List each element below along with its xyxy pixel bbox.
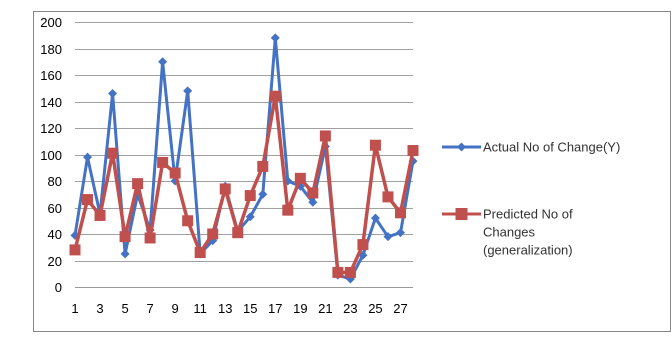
legend-entry: Actual No of Change(Y) [442,140,620,155]
x-tick-label: 11 [193,301,207,316]
legend-label: Changes [483,225,536,240]
data-point [207,228,219,240]
data-point [94,209,106,221]
data-point [319,130,331,142]
data-point [144,232,156,244]
x-tick-label: 3 [96,301,103,316]
data-point [307,187,319,199]
data-point [257,160,269,172]
y-tick-label: 140 [40,95,62,110]
data-point [382,191,394,203]
data-point [394,207,406,219]
data-point [344,266,356,278]
data-point [332,266,344,278]
x-tick-label: 1 [71,301,78,316]
data-point [132,178,144,190]
x-axis-ticks: 1 3 5 7 9 11 13 15 17 19 21 23 25 27 [71,301,407,316]
legend-marker [455,208,468,220]
data-point [119,231,131,243]
data-point [107,147,119,159]
legend-entry: Predicted No of Changes (generalization) [442,207,573,258]
y-axis-ticks: 0 20 40 60 80 100 120 140 160 180 200 [40,15,62,295]
x-tick-label: 9 [172,301,179,316]
data-point [219,183,231,195]
y-tick-label: 0 [55,280,62,295]
data-point [357,239,369,251]
x-tick-label: 13 [218,301,232,316]
data-point [69,244,81,256]
legend-marker [457,142,466,152]
y-tick-label: 200 [40,15,62,30]
data-point [183,86,193,96]
y-tick-label: 100 [40,148,62,163]
data-point [120,249,130,259]
x-tick-label: 25 [368,301,382,316]
legend-label: Actual No of Change(Y) [483,140,620,155]
grid-lines [75,22,413,288]
y-tick-label: 60 [48,201,62,216]
series-predicted [69,90,419,278]
data-point [232,227,244,239]
series-line [73,36,415,281]
data-point [407,145,419,157]
y-tick-label: 160 [40,68,62,83]
data-point [194,247,206,259]
series-line [73,94,415,275]
data-point [294,172,306,184]
data-point [370,213,380,223]
x-tick-label: 7 [146,301,153,316]
x-tick-label: 15 [243,301,257,316]
data-point [282,204,294,216]
y-tick-label: 180 [40,42,62,57]
data-point [157,156,169,168]
x-tick-label: 27 [393,301,407,316]
chart-frame [33,11,671,332]
data-point [269,90,281,102]
data-point [245,212,255,222]
x-tick-label: 5 [121,301,128,316]
x-tick-label: 21 [318,301,332,316]
y-tick-label: 40 [48,227,62,242]
legend-label: (generalization) [483,243,573,258]
data-point [108,89,118,99]
data-point [169,167,181,179]
data-point [82,194,94,206]
series-layer [69,33,419,284]
data-point [83,152,93,162]
legend-label: Predicted No of [483,207,573,222]
data-point [383,232,393,242]
x-tick-label: 23 [343,301,357,316]
data-point [395,228,405,238]
data-point [369,139,381,151]
data-point [308,197,318,207]
data-point [158,57,168,67]
data-point [244,190,256,202]
data-point [258,189,268,199]
x-tick-label: 17 [268,301,282,316]
data-point [270,33,280,43]
y-tick-label: 120 [40,121,62,136]
data-point [182,215,194,227]
y-tick-label: 80 [48,174,62,189]
legend: Actual No of Change(Y) Predicted No of Cha… [442,140,620,258]
y-tick-label: 20 [48,254,62,269]
x-tick-label: 19 [293,301,307,316]
